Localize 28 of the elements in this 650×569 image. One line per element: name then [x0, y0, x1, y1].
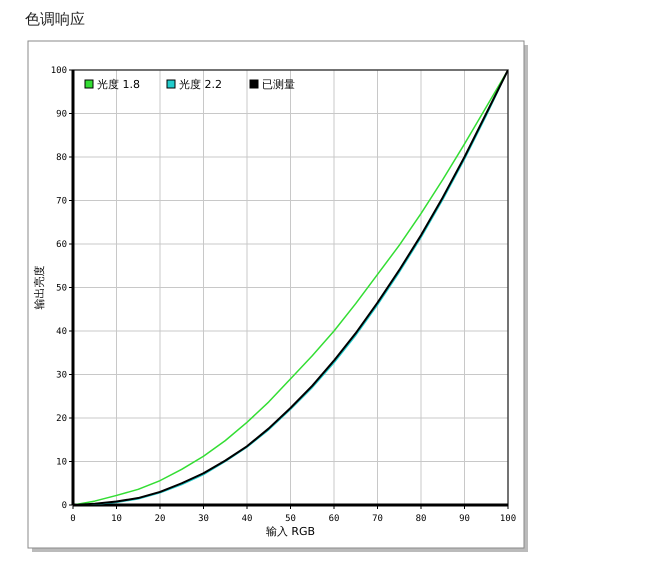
y-tick-label: 10 [56, 458, 67, 468]
y-tick-label: 50 [56, 284, 67, 294]
x-tick-label: 0 [70, 514, 76, 524]
y-tick-label: 30 [56, 370, 67, 380]
x-tick-label: 20 [154, 514, 166, 524]
y-tick-label: 100 [50, 66, 67, 76]
chart-title: 色调响应 [25, 10, 85, 28]
x-tick-label: 80 [416, 514, 426, 524]
legend-label: 光度 2.2 [179, 78, 222, 91]
x-tick-label: 70 [372, 514, 383, 524]
y-tick-label: 70 [56, 196, 67, 206]
y-tick-label: 90 [56, 110, 67, 120]
x-tick-label: 60 [328, 514, 340, 524]
legend-label: 已测量 [262, 78, 295, 91]
x-tick-label: 30 [198, 514, 209, 524]
x-tick-label: 90 [459, 514, 470, 524]
x-tick-label: 100 [500, 514, 516, 524]
y-tick-label: 60 [56, 240, 67, 250]
x-tick-label: 40 [242, 514, 252, 524]
y-axis-title: 输出亮度 [33, 266, 46, 310]
x-tick-label: 50 [285, 514, 296, 524]
x-axis-title: 输入 RGB [266, 525, 316, 538]
y-tick-label: 40 [56, 327, 67, 337]
y-tick-label: 0 [62, 501, 67, 511]
y-tick-label: 20 [56, 414, 67, 424]
legend-label: 光度 1.8 [97, 78, 140, 91]
y-tick-label: 80 [56, 153, 67, 163]
x-tick-label: 10 [111, 514, 122, 524]
